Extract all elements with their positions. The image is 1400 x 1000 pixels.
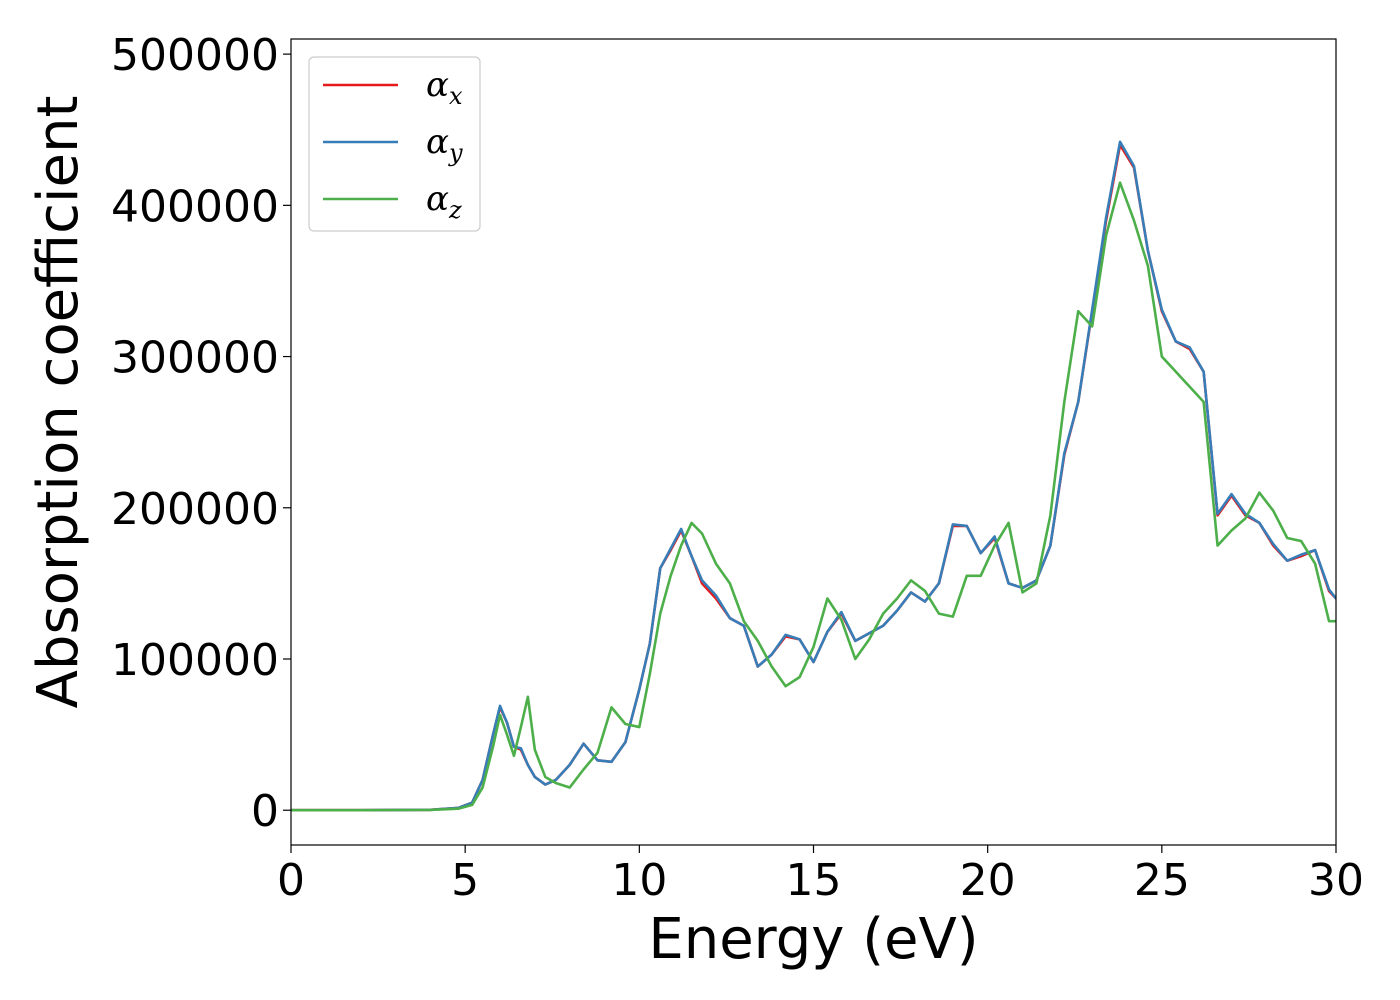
legend-entry-alpha-x: αx — [426, 65, 463, 110]
legend-box — [308, 56, 481, 232]
x-tick-label: 30 — [1308, 855, 1364, 906]
x-tick-label: 15 — [786, 855, 842, 906]
x-axis-label: Energy (eV) — [648, 907, 978, 972]
x-tick-label: 5 — [451, 855, 479, 906]
series-line-alpha-y — [291, 140, 1336, 812]
series-line-alpha-z — [291, 181, 1336, 812]
y-tick-label: 400000 — [111, 181, 279, 232]
legend-entry-alpha-z: αz — [426, 179, 462, 224]
x-tick-label: 25 — [1134, 855, 1190, 906]
x-tick-label: 0 — [277, 855, 305, 906]
y-tick-label: 300000 — [111, 333, 279, 384]
legend-entry-alpha-y: αy — [426, 122, 463, 167]
series-line-alpha-x — [291, 143, 1336, 812]
y-tick-label: 200000 — [111, 484, 279, 535]
x-tick-label: 20 — [960, 855, 1016, 906]
y-tick-label: 500000 — [111, 30, 279, 81]
y-axis: 0 100000 200000 300000 400000 500000 — [111, 30, 291, 837]
y-axis-label: Absorption coefficient — [26, 96, 91, 709]
legend: αx αy αz — [308, 56, 481, 232]
series-layer — [291, 140, 1336, 812]
x-axis: 0 5 10 15 20 25 30 — [277, 845, 1364, 906]
y-tick-label: 100000 — [111, 635, 279, 686]
x-tick-label: 10 — [611, 855, 667, 906]
y-tick-label: 0 — [251, 786, 279, 837]
